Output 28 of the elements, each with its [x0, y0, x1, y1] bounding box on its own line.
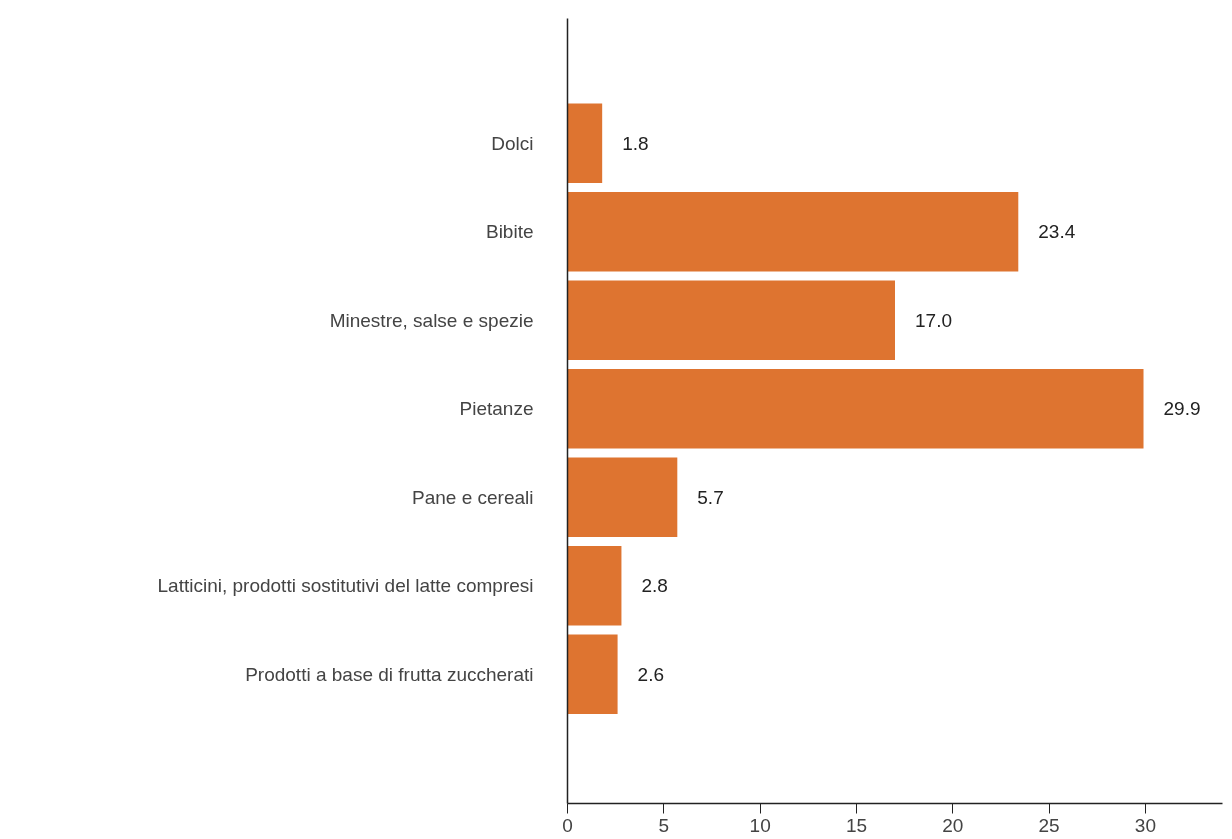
x-tick-label: 30 — [1134, 814, 1157, 836]
y-tick-label: Dolci — [491, 132, 534, 154]
y-tick-label: Bibite — [485, 221, 534, 243]
data-label: 5.7 — [697, 486, 724, 508]
bar — [567, 103, 603, 184]
x-tick-label: 0 — [562, 814, 573, 836]
bar — [567, 368, 1144, 449]
bar — [567, 191, 1019, 272]
y-tick-label: Pietanze — [459, 398, 534, 420]
bar — [567, 280, 895, 361]
bar — [567, 634, 618, 715]
y-tick-label: Prodotti a base di frutta zuccherati — [245, 663, 534, 685]
x-tick-label: 20 — [942, 814, 964, 836]
bar — [567, 457, 678, 538]
data-label: 2.6 — [637, 663, 665, 685]
x-tick-label: 15 — [845, 814, 868, 836]
bar — [567, 545, 622, 626]
data-label: 1.8 — [622, 132, 649, 154]
x-tick-label: 10 — [749, 814, 771, 836]
data-label: 23.4 — [1038, 221, 1076, 243]
data-label: 2.8 — [641, 575, 668, 597]
x-tick-label: 25 — [1038, 814, 1060, 836]
x-tick-label: 5 — [658, 814, 670, 836]
data-label: 29.9 — [1163, 398, 1201, 420]
y-tick-label: Pane e cereali — [412, 486, 534, 508]
y-tick-label: Minestre, salse e spezie — [329, 309, 534, 331]
data-label: 17.0 — [915, 309, 952, 331]
y-tick-label: Latticini, prodotti sostitutivi del latte compresi — [157, 575, 534, 597]
